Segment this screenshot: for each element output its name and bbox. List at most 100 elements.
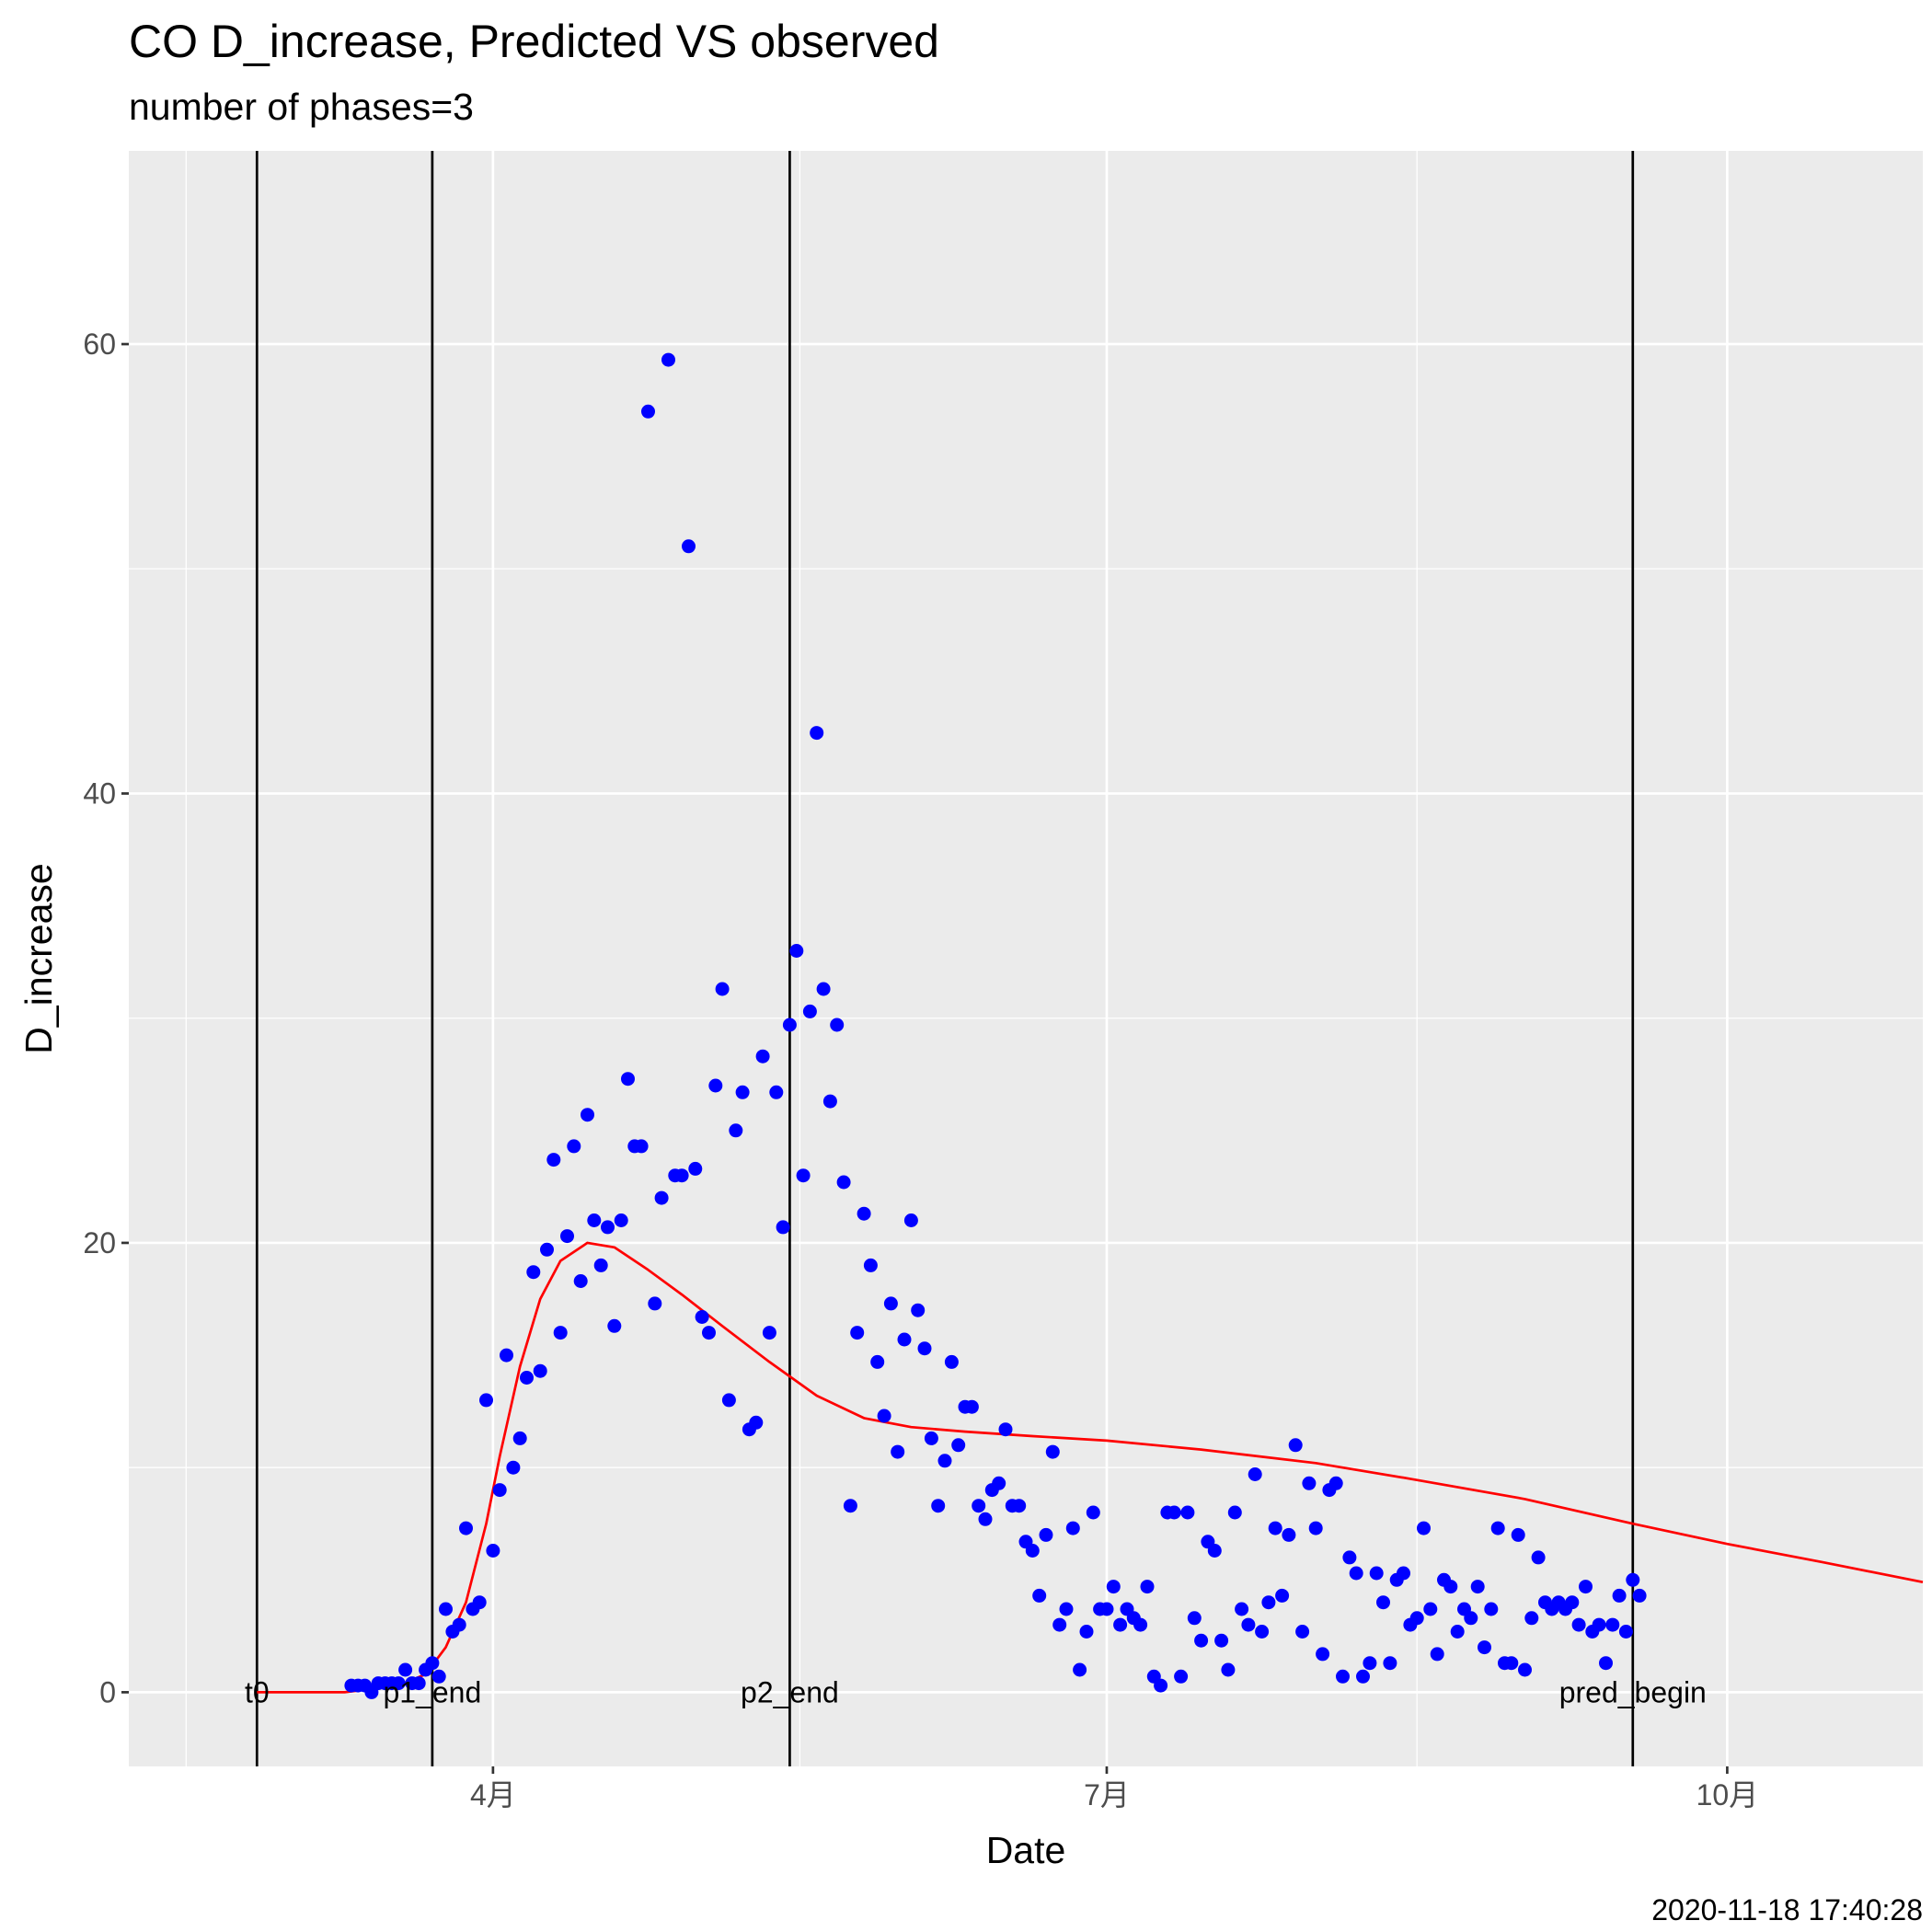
observed-point — [452, 1617, 466, 1632]
observed-point — [661, 352, 675, 367]
observed-point — [1261, 1595, 1276, 1610]
observed-point — [1227, 1505, 1242, 1520]
observed-point — [870, 1354, 885, 1369]
predicted-line — [257, 1241, 1924, 1694]
observed-point — [1383, 1656, 1397, 1671]
observed-point — [729, 1123, 743, 1138]
observed-point — [1430, 1647, 1444, 1662]
observed-point — [1174, 1669, 1189, 1684]
observed-point — [593, 1258, 608, 1272]
observed-point — [472, 1595, 487, 1610]
observed-point — [1032, 1588, 1047, 1603]
observed-point — [1605, 1617, 1620, 1632]
observed-point — [782, 1018, 797, 1032]
observed-point — [978, 1512, 993, 1526]
observed-point — [762, 1326, 776, 1340]
observed-point — [607, 1318, 622, 1333]
observed-point — [674, 1168, 689, 1183]
observed-point — [398, 1662, 413, 1677]
observed-point — [1524, 1611, 1539, 1626]
phase-label-pred_begin: pred_begin — [1559, 1675, 1707, 1708]
observed-point — [641, 404, 655, 419]
observed-point — [581, 1108, 594, 1122]
observed-point — [1592, 1617, 1606, 1632]
observed-point — [972, 1499, 986, 1513]
observed-point — [1133, 1617, 1148, 1632]
observed-point — [1571, 1617, 1586, 1632]
observed-point — [1235, 1602, 1249, 1616]
observed-point — [553, 1326, 568, 1340]
observed-point — [648, 1296, 662, 1311]
observed-point — [560, 1229, 574, 1244]
observed-point — [937, 1454, 952, 1468]
observed-point — [1140, 1580, 1155, 1594]
observed-point — [1241, 1617, 1256, 1632]
observed-point — [1099, 1602, 1114, 1616]
observed-point — [796, 1168, 811, 1183]
x-axis: 4月 7月 10月 — [470, 1766, 1758, 1811]
observed-point — [1490, 1521, 1505, 1535]
observed-point — [964, 1399, 979, 1414]
x-tick-label: 10月 — [1696, 1778, 1759, 1811]
observed-point — [1012, 1499, 1027, 1513]
observed-point — [1282, 1527, 1296, 1542]
observed-point — [769, 1085, 784, 1099]
observed-point — [411, 1676, 426, 1691]
observed-point — [891, 1444, 905, 1459]
y-axis-title: D_increase — [17, 863, 60, 1053]
observed-point — [897, 1332, 912, 1347]
y-tick-label: 0 — [99, 1675, 116, 1708]
observed-point — [1268, 1521, 1282, 1535]
chart-subtitle: number of phases=3 — [129, 86, 474, 128]
observed-point — [944, 1354, 959, 1369]
observed-point — [1417, 1521, 1431, 1535]
observed-point — [431, 1669, 446, 1684]
observed-point — [1599, 1656, 1613, 1671]
observed-point — [992, 1476, 1006, 1490]
observed-point — [857, 1206, 871, 1221]
observed-point — [1214, 1633, 1229, 1648]
observed-point — [1518, 1662, 1532, 1677]
observed-point — [1207, 1544, 1222, 1558]
observed-point — [425, 1656, 440, 1671]
observed-point — [695, 1310, 709, 1324]
observed-point — [1255, 1625, 1270, 1639]
observed-point — [1565, 1595, 1580, 1610]
observed-point — [708, 1078, 723, 1093]
observed-point — [755, 1049, 770, 1064]
observed-point — [682, 539, 696, 554]
observed-point — [391, 1676, 406, 1691]
y-axis: 0 20 40 60 — [83, 328, 129, 1708]
observed-point — [1376, 1595, 1390, 1610]
observed-point — [621, 1072, 635, 1087]
observed-point — [1167, 1505, 1181, 1520]
observed-series — [344, 352, 1647, 1699]
observed-point — [1295, 1625, 1310, 1639]
observed-point — [614, 1213, 628, 1227]
observed-point — [1356, 1669, 1370, 1684]
observed-point — [1342, 1550, 1357, 1565]
observed-point — [1504, 1656, 1519, 1671]
observed-point — [702, 1326, 716, 1340]
observed-point — [688, 1161, 703, 1176]
observed-point — [520, 1371, 534, 1385]
observed-point — [931, 1499, 946, 1513]
observed-point — [546, 1153, 561, 1167]
observed-point — [540, 1242, 554, 1257]
observed-point — [911, 1303, 926, 1317]
x-tick-label: 7月 — [1084, 1778, 1130, 1811]
observed-point — [721, 1393, 736, 1408]
observed-point — [500, 1348, 513, 1363]
observed-point — [1086, 1505, 1100, 1520]
observed-point — [1409, 1611, 1424, 1626]
plot-panel — [129, 151, 1923, 1766]
observed-point — [1632, 1588, 1647, 1603]
observed-point — [1443, 1580, 1458, 1594]
observed-point — [1363, 1656, 1377, 1671]
observed-point — [776, 1220, 790, 1235]
y-tick-label: 20 — [83, 1226, 116, 1259]
observed-point — [1626, 1572, 1640, 1587]
y-tick-label: 40 — [83, 776, 116, 810]
observed-point — [439, 1602, 453, 1616]
observed-point — [1484, 1602, 1499, 1616]
